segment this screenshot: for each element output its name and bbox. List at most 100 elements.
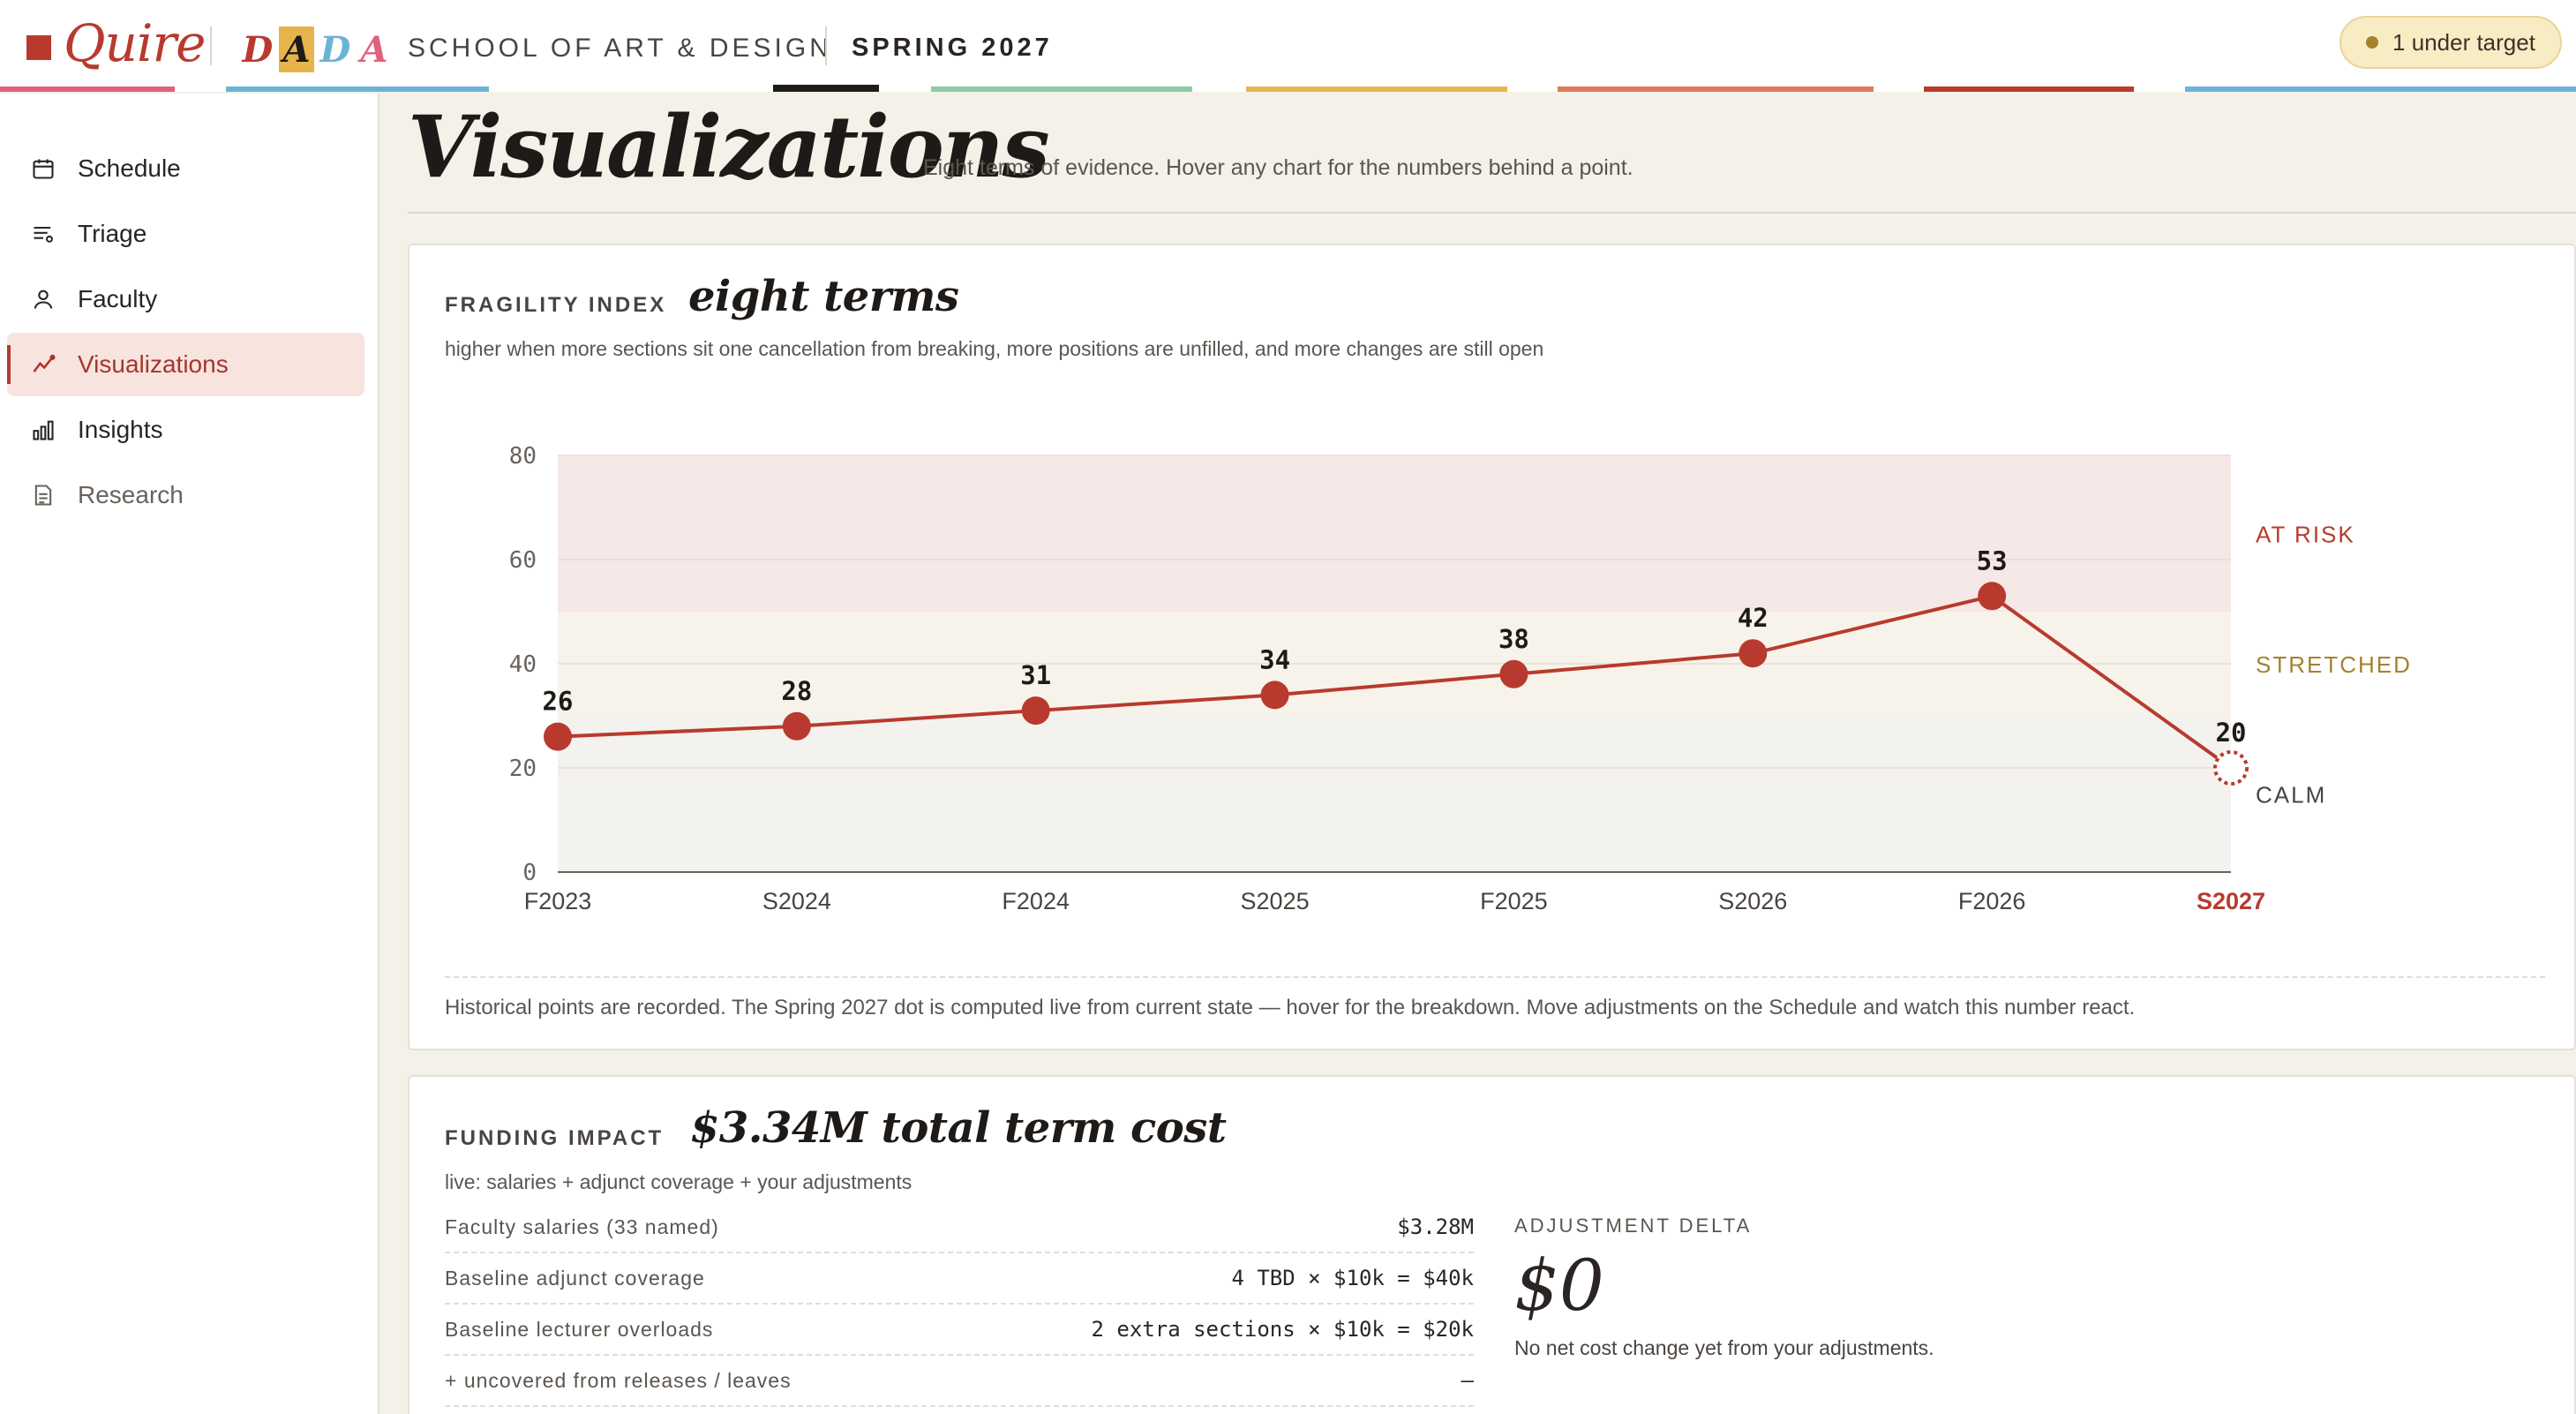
color-stripe — [1558, 86, 1874, 92]
dada-letter: A — [360, 28, 388, 71]
x-tick-label: F2023 — [524, 888, 592, 914]
sidebar-item-label: Visualizations — [78, 350, 229, 378]
sidebar-item-label: Triage — [78, 220, 147, 247]
data-point — [1260, 681, 1289, 710]
adjustment-delta-value: $0 — [1514, 1245, 1604, 1327]
funding-row: Faculty salaries (33 named) $3.28M — [445, 1202, 1474, 1253]
sidebar-item-insights[interactable]: Insights — [7, 398, 364, 462]
data-label: 20 — [2216, 718, 2247, 748]
card-heading: eight terms — [688, 272, 959, 321]
series-line — [557, 594, 2233, 770]
dada-letter: D — [242, 28, 274, 71]
card-eyebrow: FUNDING IMPACT — [445, 1126, 665, 1150]
adjustment-delta-label: ADJUSTMENT DELTA — [1514, 1215, 1753, 1237]
sidebar-item-schedule[interactable]: Schedule — [7, 137, 364, 200]
x-tick-label: F2025 — [1480, 888, 1548, 914]
x-tick-label: S2025 — [1241, 888, 1310, 914]
funding-row: Baseline lecturer overloads 2 extra sect… — [445, 1305, 1474, 1356]
header-divider — [210, 26, 212, 65]
data-label: 31 — [1020, 660, 1051, 690]
bar-chart-icon — [30, 417, 56, 443]
school-name: SCHOOL OF ART & DESIGN — [408, 34, 832, 63]
sidebar-item-label: Faculty — [78, 285, 158, 312]
card-description: live: salaries + adjunct coverage + your… — [445, 1170, 912, 1193]
data-point — [782, 711, 811, 741]
color-stripe — [0, 86, 175, 92]
y-tick-label: 60 — [509, 547, 537, 574]
band-at-risk — [558, 455, 2231, 612]
x-tick-label: S2026 — [1718, 888, 1787, 914]
funding-row-value: 2 extra sections × $10k = $20k — [1091, 1317, 1474, 1342]
page-title: Visualizations — [408, 97, 1050, 197]
sidebar-item-label: Schedule — [78, 154, 181, 182]
color-stripe — [2185, 86, 2576, 92]
data-label: 26 — [543, 687, 574, 717]
header-divider — [825, 26, 827, 65]
y-tick-label: 80 — [509, 443, 537, 470]
band-label: STRETCHED — [2256, 651, 2412, 678]
status-dot-icon — [2366, 36, 2379, 49]
card-description: higher when more sections sit one cancel… — [445, 337, 1544, 360]
funding-row: Baseline adjunct coverage 4 TBD × $10k =… — [445, 1253, 1474, 1305]
data-label: 38 — [1498, 624, 1529, 654]
sidebar-item-label: Insights — [78, 416, 163, 443]
funding-row-value: 4 TBD × $10k = $40k — [1231, 1266, 1474, 1290]
color-stripe-bar — [0, 85, 2576, 94]
x-tick-label: S2024 — [762, 888, 831, 914]
dada-letter: A — [279, 26, 314, 72]
data-label: 53 — [1977, 545, 2008, 575]
status-text: 1 under target — [2392, 28, 2535, 56]
brand-name: Quire — [64, 13, 207, 73]
funding-row-label: Baseline adjunct coverage — [445, 1266, 705, 1290]
page-subtitle: Eight terms of evidence. Hover any chart… — [923, 155, 1633, 180]
document-icon — [30, 482, 56, 508]
color-stripe — [1246, 86, 1507, 92]
y-tick-label: 40 — [509, 651, 537, 678]
adjustment-delta-note: No net cost change yet from your adjustm… — [1514, 1336, 1934, 1359]
funding-impact-card: FUNDING IMPACT $3.34M total term cost li… — [408, 1075, 2576, 1414]
data-label: 28 — [781, 676, 812, 706]
x-tick-label: F2026 — [1958, 888, 2026, 914]
sidebar-item-faculty[interactable]: Faculty — [7, 267, 364, 331]
band-label: AT RISK — [2256, 522, 2355, 548]
term-label: SPRING 2027 — [852, 34, 1053, 62]
funding-row-label: Baseline lecturer overloads — [445, 1317, 714, 1341]
sidebar: Schedule Triage Faculty Visualizations I… — [0, 94, 379, 1414]
x-tick-label: F2024 — [1002, 888, 1070, 914]
data-label: 42 — [1738, 603, 1769, 633]
data-point — [1739, 639, 1768, 668]
calendar-icon — [30, 155, 56, 182]
brand-logo[interactable]: Quire — [26, 12, 207, 74]
color-stripe — [773, 85, 879, 92]
funding-row-label: + uncovered from releases / leaves — [445, 1368, 792, 1392]
sidebar-item-triage[interactable]: Triage — [7, 202, 364, 266]
y-tick-label: 0 — [522, 860, 537, 886]
data-point — [1978, 582, 2007, 611]
fragility-line-chart[interactable]: CALM STRETCHED AT RISK 0 20 40 60 80 F2023 S2024 F… — [409, 245, 2574, 951]
status-badge[interactable]: 1 under target — [2339, 16, 2562, 69]
funding-row: + uncovered from releases / leaves — — [445, 1356, 1474, 1407]
color-stripe — [931, 86, 1192, 92]
x-tick-label: S2027 — [2197, 888, 2265, 914]
title-divider — [408, 212, 2576, 214]
filter-list-icon — [30, 221, 56, 247]
data-point — [544, 722, 572, 751]
sidebar-item-visualizations[interactable]: Visualizations — [7, 333, 364, 396]
data-point-live — [2213, 750, 2249, 786]
funding-row-label: Faculty salaries (33 named) — [445, 1215, 719, 1238]
card-eyebrow: FRAGILITY INDEX — [445, 293, 667, 317]
footnote-divider — [445, 976, 2545, 978]
color-stripe — [1924, 86, 2134, 92]
brand-mark-icon — [26, 35, 51, 60]
funding-row-value: $3.28M — [1397, 1215, 1474, 1239]
sidebar-item-label: Research — [78, 481, 184, 508]
trend-line-icon — [30, 351, 56, 378]
person-icon — [30, 286, 56, 312]
sidebar-item-research[interactable]: Research — [7, 463, 364, 527]
card-heading: $3.34M total term cost — [690, 1103, 1227, 1153]
band-label: CALM — [2256, 782, 2326, 809]
fragility-index-card: FRAGILITY INDEX eight terms higher when … — [408, 244, 2576, 1050]
band-calm — [558, 716, 2231, 872]
